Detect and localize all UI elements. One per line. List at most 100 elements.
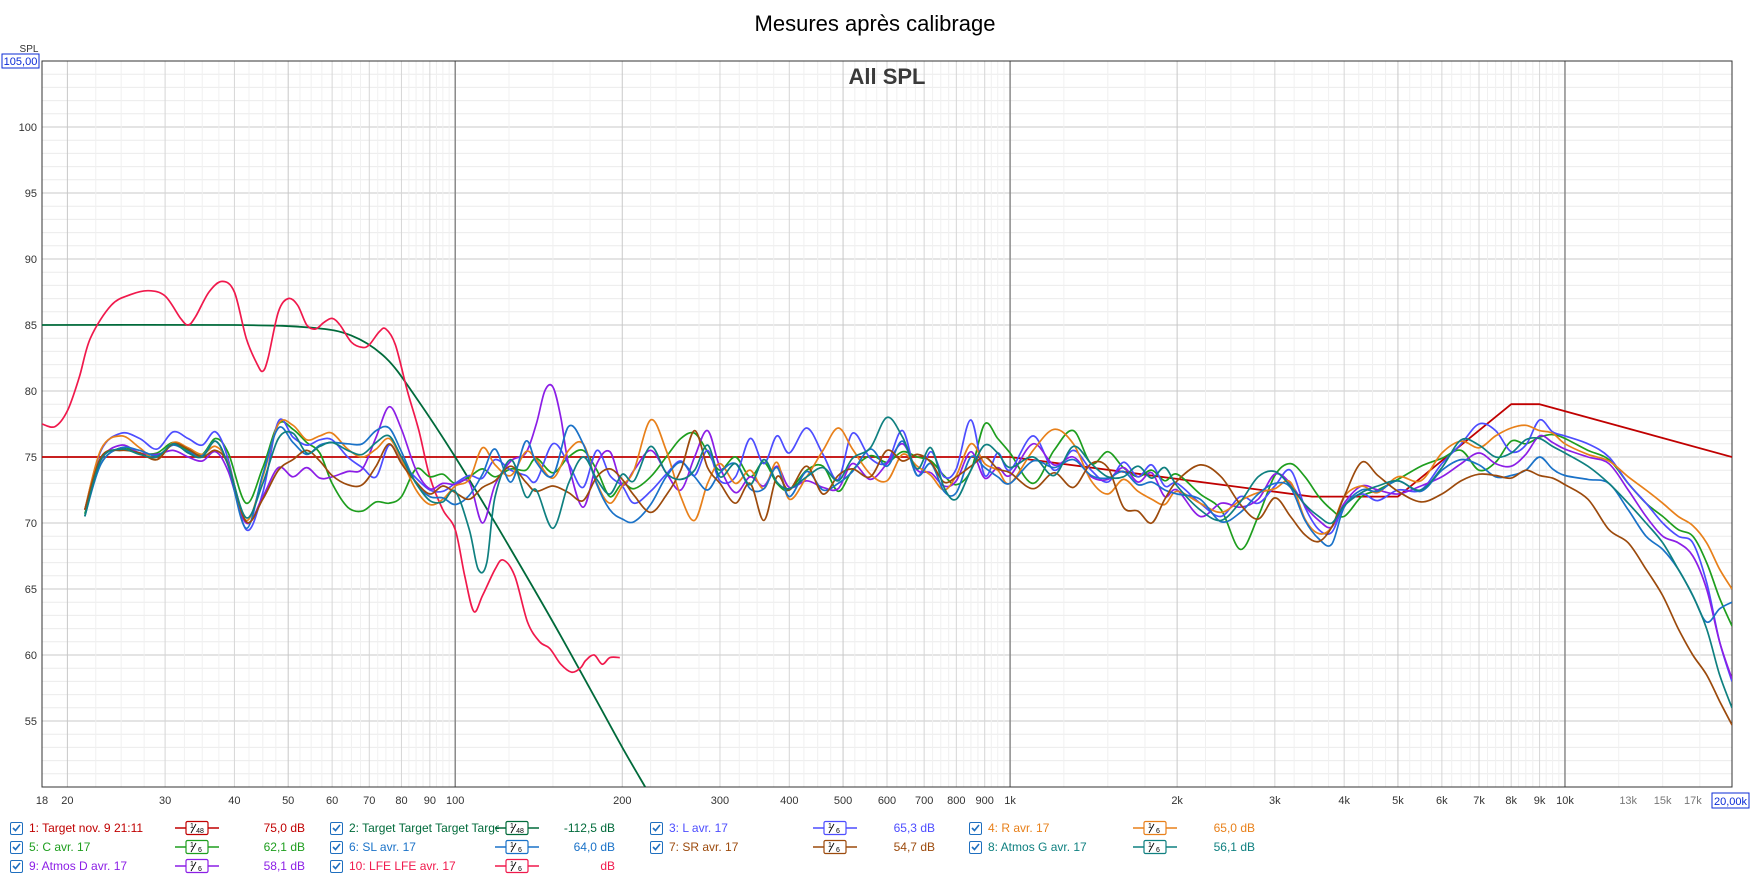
legend-item[interactable]: 8: Atmos G avr. 17 — [969, 838, 1138, 856]
x-tick-label: 90 — [424, 795, 436, 807]
legend-label: 3: L avr. 17 — [669, 821, 728, 835]
svg-text:6: 6 — [518, 847, 522, 854]
legend-label: 8: Atmos G avr. 17 — [988, 840, 1087, 854]
legend-value: dB — [600, 859, 615, 873]
svg-text:1: 1 — [510, 823, 514, 830]
chart-title: Mesures après calibrage — [755, 11, 996, 36]
legend-value: 58,1 dB — [263, 859, 305, 873]
x-tick-label: 100 — [446, 795, 464, 807]
legend-item[interactable]: 9: Atmos D avr. 17 — [10, 857, 179, 875]
svg-text:1: 1 — [190, 842, 194, 849]
legend-checkbox[interactable] — [650, 840, 663, 854]
x-max-box[interactable]: 20,00k — [1711, 792, 1750, 809]
svg-text:1: 1 — [190, 823, 194, 830]
legend-smoothing-button[interactable]: 1 48 — [495, 820, 539, 836]
legend-item[interactable]: 3: L avr. 17 — [650, 819, 819, 837]
x-tick-label: 5k — [1392, 795, 1404, 807]
x-tick-label: 3k — [1269, 795, 1281, 807]
x-tick-label: 20 — [61, 795, 73, 807]
series-line-2 — [42, 323, 646, 787]
x-tick-label: 500 — [834, 795, 852, 807]
legend-value: 62,1 dB — [263, 840, 305, 854]
y-tick-label: 60 — [25, 650, 37, 662]
grid — [42, 61, 1733, 787]
series-line-10 — [83, 416, 1732, 709]
x-tick-label: 10k — [1556, 795, 1574, 807]
x-tick-label: 17k — [1684, 795, 1702, 807]
legend-value: 54,7 dB — [893, 840, 935, 854]
x-tick-label: 700 — [915, 795, 933, 807]
x-tick-label: 4k — [1338, 795, 1350, 807]
x-tick-label: 400 — [780, 795, 798, 807]
series-lines — [42, 280, 1732, 787]
svg-text:6: 6 — [1156, 828, 1160, 835]
legend-item[interactable]: 1: Target nov. 9 21:11 — [10, 819, 179, 837]
series-line-5 — [83, 418, 1732, 682]
legend-label: 6: SL avr. 17 — [349, 840, 416, 854]
legend-item[interactable]: 2: Target Target Target Target 1 — [330, 819, 499, 837]
svg-text:6: 6 — [836, 847, 840, 854]
legend-checkbox[interactable] — [330, 859, 343, 873]
x-tick-label: 15k — [1654, 795, 1672, 807]
legend-value: 75,0 dB — [263, 821, 305, 835]
legend-item[interactable]: 10: LFE LFE avr. 17 — [330, 857, 499, 875]
x-tick-label: 50 — [282, 795, 294, 807]
legend-item[interactable]: 6: SL avr. 17 — [330, 838, 499, 856]
y-axis-ticks: 100 95 90 85 80 75 70 65 60 55 — [19, 122, 37, 728]
x-tick-label: 300 — [711, 795, 729, 807]
legend-smoothing-button[interactable]: 1 48 — [175, 820, 219, 836]
x-tick-label: 2k — [1171, 795, 1183, 807]
legend-value: -112,5 dB — [563, 821, 615, 835]
legend-value: 65,3 dB — [893, 821, 935, 835]
x-tick-label: 9k — [1534, 795, 1546, 807]
legend-label: 1: Target nov. 9 21:11 — [29, 821, 144, 835]
x-tick-label: 40 — [228, 795, 240, 807]
x-tick-label: 800 — [947, 795, 965, 807]
svg-text:6: 6 — [518, 866, 522, 873]
x-tick-label: 7k — [1473, 795, 1485, 807]
legend-checkbox[interactable] — [330, 840, 343, 854]
legend-checkbox[interactable] — [10, 821, 23, 835]
svg-text:1: 1 — [510, 842, 514, 849]
legend-value: 64,0 dB — [573, 840, 615, 854]
y-max-value: 105,00 — [4, 56, 38, 68]
y-tick-label: 100 — [19, 122, 37, 134]
x-tick-label: 200 — [613, 795, 631, 807]
chart-subtitle: All SPL — [848, 64, 925, 89]
legend-checkbox[interactable] — [10, 859, 23, 873]
y-tick-label: 95 — [25, 188, 37, 200]
y-max-box[interactable]: 105,00 — [1, 53, 40, 69]
x-tick-label: 8k — [1505, 795, 1517, 807]
legend-checkbox[interactable] — [969, 821, 982, 835]
x-tick-label: 60 — [326, 795, 338, 807]
x-tick-label: 80 — [395, 795, 407, 807]
legend-value: 56,1 dB — [1213, 840, 1255, 854]
legend-item[interactable]: 5: C avr. 17 — [10, 838, 179, 856]
legend-label: 9: Atmos D avr. 17 — [29, 859, 128, 873]
legend-checkbox[interactable] — [330, 821, 343, 835]
legend-label: 5: C avr. 17 — [29, 840, 91, 854]
legend-checkbox[interactable] — [10, 840, 23, 854]
legend-checkbox[interactable] — [969, 840, 982, 854]
series-line-7 — [83, 418, 1732, 590]
series-line-8 — [83, 424, 1732, 624]
legend-value: 65,0 dB — [1213, 821, 1255, 835]
y-tick-label: 75 — [25, 452, 37, 464]
legend-item[interactable]: 7: SR avr. 17 — [650, 838, 819, 856]
x-tick-label: 600 — [878, 795, 896, 807]
legend-item[interactable]: 4: R avr. 17 — [969, 819, 1138, 837]
y-tick-label: 70 — [25, 518, 37, 530]
x-axis-ticks: 18 20 30 40 50 60 70 80 90 100 200 300 400 500 600 700 8… — [36, 795, 1702, 807]
legend-label: 7: SR avr. 17 — [669, 840, 739, 854]
legend-checkbox[interactable] — [650, 821, 663, 835]
y-tick-label: 90 — [25, 254, 37, 266]
series-line-9 — [83, 429, 1732, 726]
